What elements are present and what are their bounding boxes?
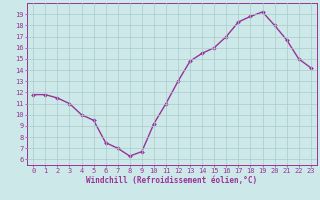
- X-axis label: Windchill (Refroidissement éolien,°C): Windchill (Refroidissement éolien,°C): [86, 176, 258, 185]
